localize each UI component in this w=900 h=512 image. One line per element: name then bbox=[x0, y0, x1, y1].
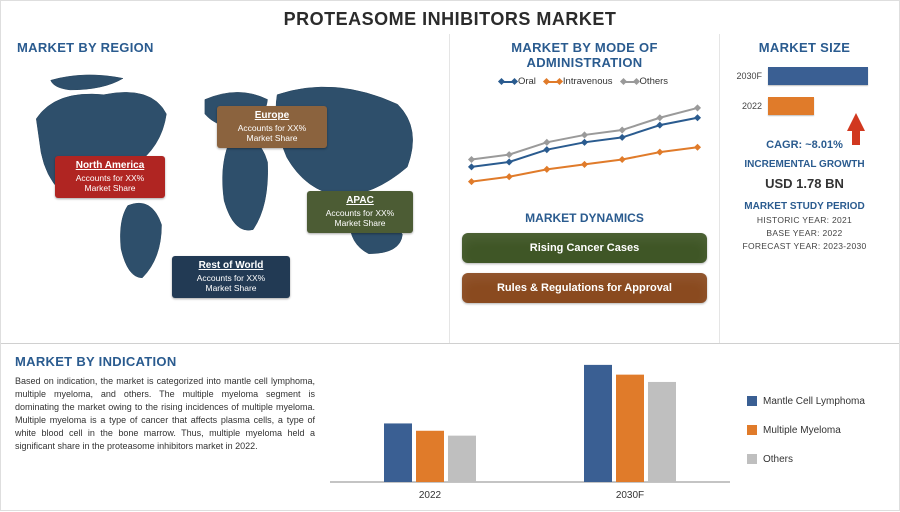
admin-line-chart bbox=[458, 91, 711, 201]
dynamics-pill: Rising Cancer Cases bbox=[462, 233, 707, 263]
admin-legend: Oral Intravenous Others bbox=[458, 76, 711, 87]
indication-text-block: MARKET BY INDICATION Based on indication… bbox=[9, 348, 319, 512]
incremental-label: INCREMENTAL GROWTH bbox=[728, 159, 881, 170]
indication-bar-chart: 2022 2030F bbox=[319, 348, 741, 512]
indication-text: Based on indication, the market is categ… bbox=[15, 375, 315, 453]
study-period-line-1: BASE YEAR: 2022 bbox=[728, 228, 881, 238]
size-bars: 2030F 2022 bbox=[728, 61, 881, 133]
svg-text:2030F: 2030F bbox=[616, 490, 644, 501]
size-bar-label-0: 2030F bbox=[728, 71, 762, 81]
page-root: PROTEASOME INHIBITORS MARKET MARKET BY R… bbox=[0, 0, 900, 511]
world-map: North AmericaAccounts for XX%Market Shar… bbox=[17, 61, 441, 321]
top-row: MARKET BY REGION North AmericaAc bbox=[1, 34, 899, 344]
region-panel: MARKET BY REGION North AmericaAc bbox=[9, 34, 449, 343]
size-panel: MARKET SIZE 2030F 2022 CAGR: ~8.01% INCR… bbox=[719, 34, 889, 343]
admin-legend-item: Others bbox=[623, 76, 669, 87]
study-period-label: MARKET STUDY PERIOD bbox=[728, 201, 881, 212]
size-bar-1 bbox=[768, 97, 814, 115]
indication-legend-item: Multiple Myeloma bbox=[747, 425, 891, 436]
incremental-value: USD 1.78 BN bbox=[728, 176, 881, 191]
region-title: MARKET BY REGION bbox=[17, 40, 441, 55]
study-period-line-0: HISTORIC YEAR: 2021 bbox=[728, 215, 881, 225]
dynamics-title: MARKET DYNAMICS bbox=[458, 211, 711, 225]
indication-legend: Mantle Cell Lymphoma Multiple Myeloma Othe… bbox=[741, 348, 891, 512]
size-bar-label-1: 2022 bbox=[728, 101, 762, 111]
page-title: PROTEASOME INHIBITORS MARKET bbox=[1, 1, 899, 34]
size-bar-0 bbox=[768, 67, 868, 85]
admin-legend-item: Intravenous bbox=[546, 76, 613, 87]
region-callout-eu: EuropeAccounts for XX%Market Share bbox=[217, 106, 327, 148]
region-callout-apac: APACAccounts for XX%Market Share bbox=[307, 191, 413, 233]
dynamics-pill: Rules & Regulations for Approval bbox=[462, 273, 707, 303]
indication-panel: MARKET BY INDICATION Based on indication… bbox=[1, 344, 899, 512]
admin-legend-item: Oral bbox=[501, 76, 536, 87]
indication-legend-item: Others bbox=[747, 454, 891, 465]
region-callout-na: North AmericaAccounts for XX%Market Shar… bbox=[55, 156, 165, 198]
admin-panel: MARKET BY MODE OF ADMINISTRATION Oral Int… bbox=[449, 34, 719, 343]
svg-text:2022: 2022 bbox=[419, 490, 442, 501]
size-title: MARKET SIZE bbox=[728, 40, 881, 55]
growth-arrow-icon bbox=[847, 113, 865, 131]
indication-legend-item: Mantle Cell Lymphoma bbox=[747, 396, 891, 407]
indication-title: MARKET BY INDICATION bbox=[15, 354, 315, 369]
admin-title: MARKET BY MODE OF ADMINISTRATION bbox=[458, 40, 711, 70]
study-period-line-2: FORECAST YEAR: 2023-2030 bbox=[728, 241, 881, 251]
region-callout-row: Rest of WorldAccounts for XX%Market Shar… bbox=[172, 256, 290, 298]
